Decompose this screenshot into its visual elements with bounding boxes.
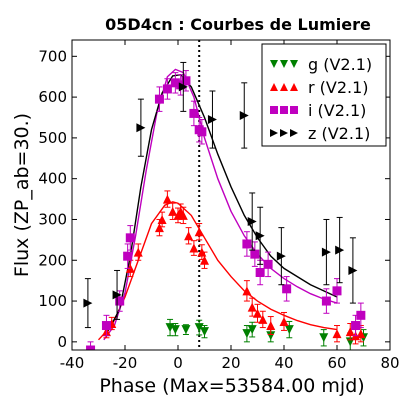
data-point-3 [335, 245, 345, 255]
y-tick-label: 100 [38, 292, 67, 310]
x-axis-label: Phase (Max=53584.00 mjd) [99, 375, 364, 397]
y-tick-label: 0 [57, 333, 67, 351]
legend-label: i (V2.1) [308, 101, 366, 120]
chart-title: 05D4cn : Courbes de Lumiere [105, 15, 371, 34]
data-point-0 [181, 325, 191, 335]
data-point-3 [83, 298, 93, 308]
data-point-0 [242, 329, 252, 339]
data-point-0 [319, 333, 329, 343]
legend-marker [270, 60, 278, 68]
data-point-2 [282, 284, 292, 294]
data-point-1 [189, 243, 199, 253]
data-point-2 [154, 94, 164, 104]
data-point-1 [154, 223, 164, 233]
y-tick-label: 700 [38, 47, 67, 65]
data-point-2 [101, 321, 111, 331]
data-point-2 [242, 239, 252, 249]
fit-curve-2 [105, 73, 338, 335]
x-tick-label: 20 [221, 354, 240, 372]
data-point-1 [200, 255, 209, 265]
data-point-2 [189, 108, 199, 118]
data-point-1 [253, 308, 262, 318]
data-point-0 [194, 323, 204, 333]
data-point-1 [247, 302, 257, 312]
data-point-2 [115, 296, 125, 306]
x-tick-label: 40 [274, 354, 293, 372]
data-point-3 [207, 115, 217, 125]
y-axis-label: Flux (ZP_ab=30.) [11, 113, 33, 277]
data-point-0 [284, 325, 294, 335]
x-tick-label: 60 [327, 354, 346, 372]
data-point-2 [197, 127, 207, 137]
data-point-1 [356, 329, 366, 339]
legend-marker [290, 60, 298, 68]
data-point-3 [276, 251, 286, 261]
data-point-3 [178, 82, 188, 92]
data-point-2 [86, 345, 96, 350]
legend-marker [280, 60, 288, 68]
data-point-0 [200, 327, 209, 337]
data-point-1 [157, 214, 167, 224]
data-point-1 [242, 286, 252, 296]
x-tick-label: -40 [60, 354, 85, 372]
data-point-2 [263, 259, 273, 269]
data-point-2 [255, 268, 265, 277]
data-point-3 [247, 217, 257, 227]
data-point-3 [321, 247, 331, 257]
legend-marker [270, 106, 278, 114]
data-point-0 [266, 331, 276, 341]
data-point-0 [170, 325, 180, 335]
data-point-2 [356, 310, 366, 320]
legend-marker [270, 129, 278, 137]
data-point-2 [170, 78, 180, 88]
data-point-2 [321, 296, 331, 306]
data-point-1 [266, 321, 276, 331]
legend-label: z (V2.1) [308, 124, 370, 143]
data-point-3 [112, 290, 122, 300]
data-point-2 [181, 76, 191, 86]
y-tick-label: 600 [38, 88, 67, 106]
fit-curve-1 [103, 68, 338, 341]
x-tick-label: -20 [113, 354, 138, 372]
legend-marker [270, 83, 278, 91]
data-point-1 [332, 329, 342, 339]
data-point-3 [239, 110, 249, 120]
data-point-3 [136, 123, 146, 133]
y-tick-label: 200 [38, 251, 67, 269]
data-point-1 [279, 316, 289, 326]
legend-marker [290, 129, 298, 137]
data-point-1 [162, 194, 172, 204]
data-point-3 [348, 265, 358, 275]
data-point-1 [184, 231, 194, 241]
data-point-2 [162, 84, 172, 94]
data-point-2 [351, 321, 361, 331]
data-point-2 [250, 249, 260, 259]
legend-marker [280, 83, 288, 91]
data-point-1 [194, 227, 204, 237]
data-point-1 [258, 314, 268, 324]
data-point-2 [123, 251, 133, 261]
legend-marker [280, 129, 288, 137]
legend-marker [290, 83, 298, 91]
data-point-0 [247, 325, 257, 335]
data-point-1 [178, 210, 188, 220]
x-tick-label: 80 [380, 354, 399, 372]
data-point-1 [345, 327, 355, 337]
data-point-2 [125, 233, 135, 243]
y-tick-label: 400 [38, 170, 67, 188]
x-tick-label: 0 [173, 354, 183, 372]
data-point-1 [168, 206, 178, 216]
y-tick-label: 500 [38, 129, 67, 147]
y-tick-label: 300 [38, 210, 67, 228]
data-point-2 [332, 286, 342, 296]
legend-label: g (V2.1) [308, 55, 372, 74]
legend-label: r (V2.1) [308, 78, 369, 97]
legend-marker [290, 106, 298, 114]
data-point-1 [133, 247, 143, 257]
data-point-3 [255, 231, 265, 241]
legend-marker [280, 106, 288, 114]
